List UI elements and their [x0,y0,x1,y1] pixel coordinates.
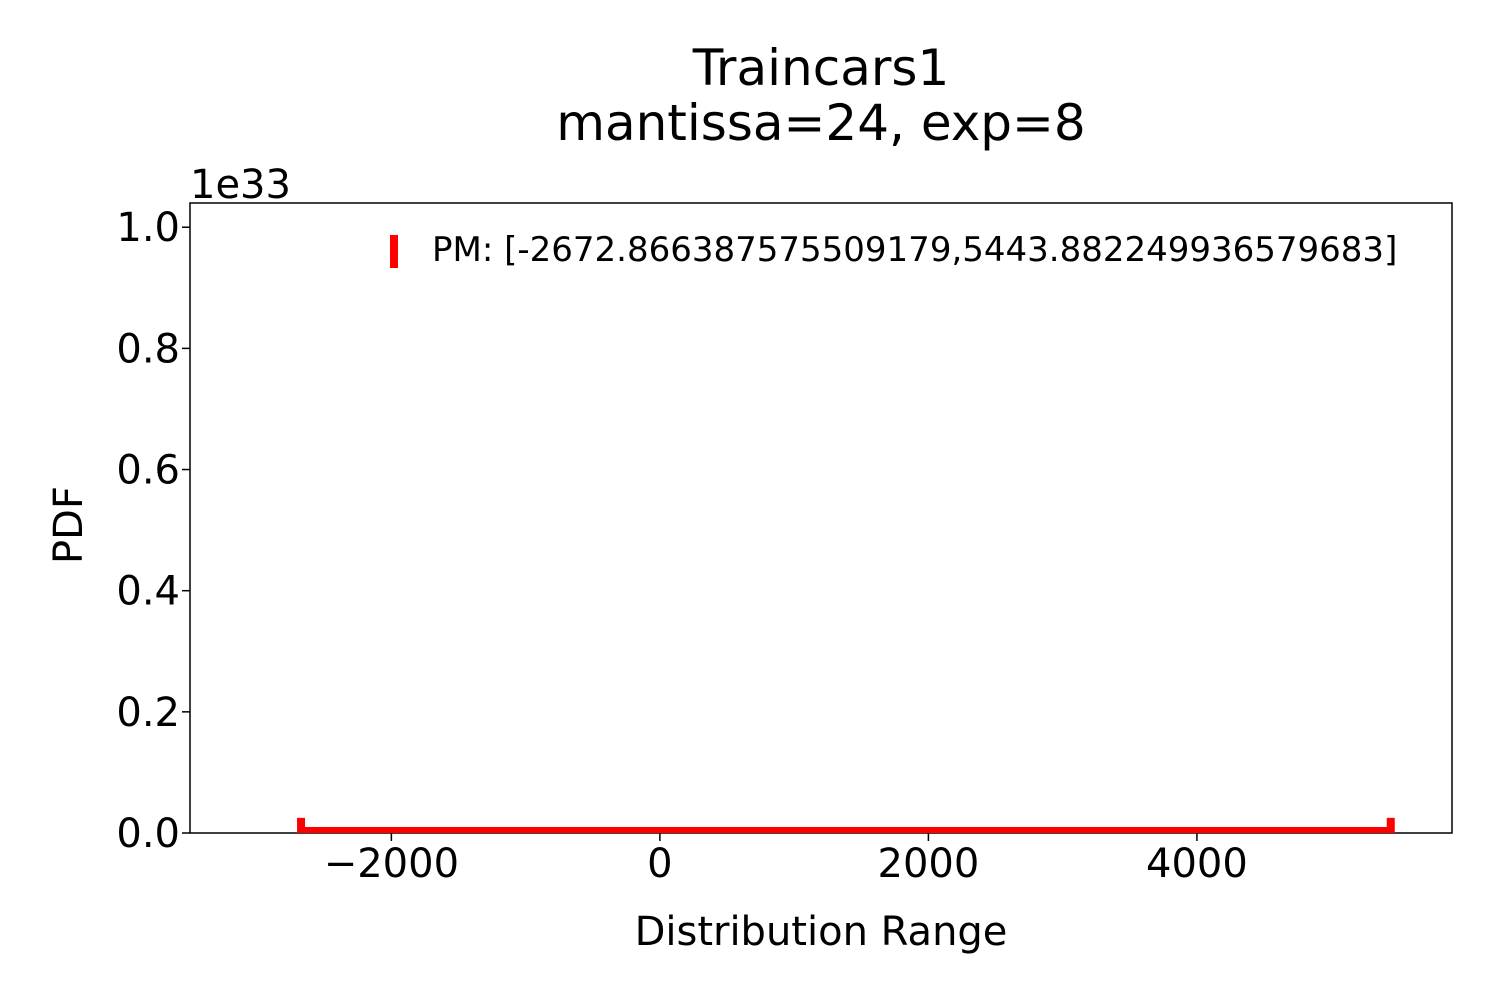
legend-label: PM: [-2672.866387575509179,5443.88224993… [432,230,1397,270]
y-tick-label: 0.4 [116,569,180,615]
y-axis-label: PDF [46,486,92,564]
x-tick-label: 0 [647,841,672,887]
series-layer [297,817,1395,833]
x-tick-label: −2000 [324,841,459,887]
y-axis-offset-label: 1e33 [190,162,291,208]
y-tick-label: 0.8 [116,326,180,372]
plot-area-frame [189,202,1453,834]
chart-title-line-2: mantissa=24, exp=8 [556,94,1086,152]
legend: PM: [-2672.866387575509179,5443.88224993… [390,230,1397,270]
y-tick-label: 0.0 [116,811,180,857]
y-tick-label: 1.0 [116,205,180,251]
y-tick-label: 0.2 [116,690,180,736]
x-tick-label: 2000 [878,841,980,887]
legend-swatch [390,235,398,268]
y-axis-ticks: 0.0 0.2 0.4 0.6 0.8 1.0 [116,205,190,857]
x-axis-label: Distribution Range [635,909,1008,955]
chart-title-line-1: Traincars1 [692,39,950,97]
x-axis-ticks: −2000 0 2000 4000 [324,833,1248,887]
x-tick-label: 4000 [1146,841,1248,887]
y-tick-label: 0.6 [116,448,180,494]
